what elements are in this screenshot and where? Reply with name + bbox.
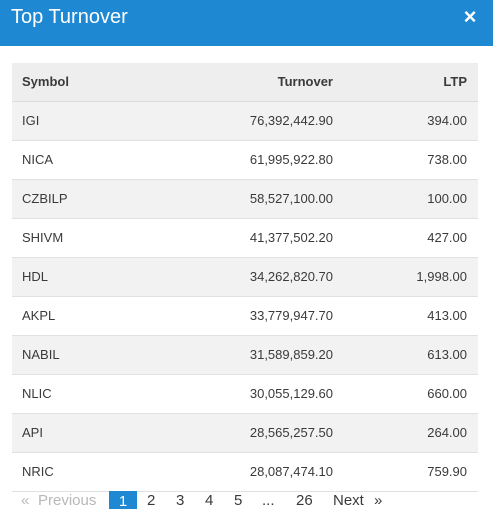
close-icon[interactable]: × — [463, 4, 477, 29]
pagination-page-4[interactable]: 4 — [205, 492, 214, 509]
modal-title: Top Turnover — [11, 6, 128, 28]
cell-ltp: 613.00 — [343, 335, 478, 375]
column-header-turnover[interactable]: Turnover — [162, 63, 343, 102]
pagination-page-3[interactable]: 3 — [176, 492, 185, 509]
cell-symbol: SHIVM — [12, 218, 162, 258]
pagination-ellipsis: ... — [262, 492, 275, 509]
cell-ltp: 264.00 — [343, 413, 478, 453]
table-row: NRIC 28,087,474.10 759.90 — [12, 452, 478, 492]
pagination-page-1[interactable]: 1 — [109, 491, 137, 509]
cell-symbol: CZBILP — [12, 179, 162, 219]
pagination-page-5[interactable]: 5 — [234, 492, 243, 509]
cell-symbol: NRIC — [12, 452, 162, 492]
pagination-previous-button: Previous — [38, 492, 97, 509]
table-row: NICA 61,995,922.80 738.00 — [12, 140, 478, 180]
cell-symbol: AKPL — [12, 296, 162, 336]
table-row: NABIL 31,589,859.20 613.00 — [12, 335, 478, 375]
cell-symbol: NLIC — [12, 374, 162, 414]
table-row: SHIVM 41,377,502.20 427.00 — [12, 218, 478, 258]
cell-turnover: 58,527,100.00 — [162, 179, 343, 219]
cell-ltp: 759.90 — [343, 452, 478, 492]
cell-ltp: 427.00 — [343, 218, 478, 258]
pagination-last-page[interactable]: 26 — [296, 492, 313, 509]
cell-symbol: HDL — [12, 257, 162, 297]
cell-turnover: 28,087,474.10 — [162, 452, 343, 492]
cell-symbol: API — [12, 413, 162, 453]
cell-turnover: 30,055,129.60 — [162, 374, 343, 414]
cell-turnover: 28,565,257.50 — [162, 413, 343, 453]
pagination-first-arrow: « — [21, 492, 30, 509]
table-row: AKPL 33,779,947.70 413.00 — [12, 296, 478, 336]
turnover-table: Symbol Turnover LTP IGI 76,392,442.90 39… — [12, 63, 478, 492]
cell-ltp: 660.00 — [343, 374, 478, 414]
cell-symbol: NABIL — [12, 335, 162, 375]
cell-symbol: NICA — [12, 140, 162, 180]
table-row: IGI 76,392,442.90 394.00 — [12, 101, 478, 141]
column-header-ltp[interactable]: LTP — [343, 63, 478, 102]
table-row: NLIC 30,055,129.60 660.00 — [12, 374, 478, 414]
cell-turnover: 41,377,502.20 — [162, 218, 343, 258]
pagination: « Previous 1 2 3 4 5 ... 26 Next » — [12, 491, 482, 509]
pagination-next-arrow[interactable]: » — [374, 492, 383, 509]
cell-turnover: 76,392,442.90 — [162, 101, 343, 141]
cell-ltp: 1,998.00 — [343, 257, 478, 297]
cell-turnover: 61,995,922.80 — [162, 140, 343, 180]
cell-turnover: 34,262,820.70 — [162, 257, 343, 297]
table-row: API 28,565,257.50 264.00 — [12, 413, 478, 453]
cell-ltp: 738.00 — [343, 140, 478, 180]
cell-ltp: 100.00 — [343, 179, 478, 219]
cell-turnover: 33,779,947.70 — [162, 296, 343, 336]
cell-symbol: IGI — [12, 101, 162, 141]
cell-ltp: 394.00 — [343, 101, 478, 141]
table-row: CZBILP 58,527,100.00 100.00 — [12, 179, 478, 219]
cell-turnover: 31,589,859.20 — [162, 335, 343, 375]
pagination-page-2[interactable]: 2 — [147, 492, 156, 509]
pagination-next-button[interactable]: Next — [333, 492, 364, 509]
cell-ltp: 413.00 — [343, 296, 478, 336]
table-header-row: Symbol Turnover LTP — [12, 63, 478, 102]
modal-header: Top Turnover × — [0, 0, 493, 46]
column-header-symbol[interactable]: Symbol — [12, 63, 162, 102]
table-row: HDL 34,262,820.70 1,998.00 — [12, 257, 478, 297]
